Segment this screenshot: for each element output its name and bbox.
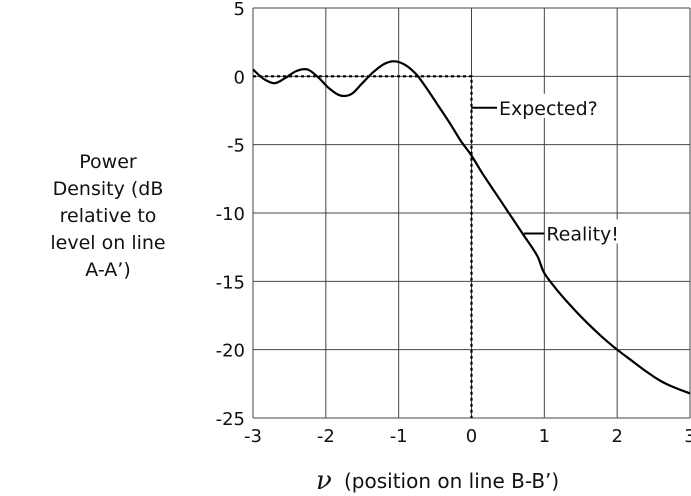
- y-axis-label-line-2: relative to: [60, 205, 157, 227]
- y-axis-label-line-4: A-A’): [85, 259, 130, 281]
- y-tick-label-1: 0: [234, 67, 245, 88]
- series-lines: [252, 60, 691, 418]
- y-axis-label: Power Density (dB relative to level on line…: [50, 151, 165, 281]
- y-tick-label-3: -10: [216, 204, 245, 225]
- x-tick-label-5: 2: [611, 426, 622, 447]
- y-tick-label-5: -20: [216, 341, 245, 362]
- annotations: Expected? Reality!: [471, 93, 642, 246]
- y-tick-label-2: -5: [227, 136, 245, 157]
- tick-labels: 50-5-10-15-20-25-3 -2 -1 0 1 2 3: [216, 0, 691, 447]
- annotation-bg-1: [545, 219, 642, 244]
- x-tick-label-1: -2: [317, 426, 335, 447]
- y-axis-label-line-3: level on line: [50, 232, 165, 254]
- annotation-bg-0: [497, 93, 606, 118]
- x-tick-label-4: 1: [539, 426, 550, 447]
- x-axis-symbol: ν: [316, 466, 332, 496]
- x-tick-label-2: -1: [390, 426, 408, 447]
- y-axis-label-line-1: Density (dB: [53, 178, 164, 200]
- x-tick-label-0: -3: [244, 426, 262, 447]
- series-expected-line: [253, 75, 473, 418]
- x-tick-label-6: 3: [684, 426, 691, 447]
- y-tick-label-0: 5: [234, 0, 245, 20]
- x-tick-label-3: 0: [466, 426, 477, 447]
- series-reality-line: [252, 60, 691, 395]
- y-tick-label-6: -25: [216, 409, 245, 430]
- annotation-label-0: Expected?: [499, 98, 598, 120]
- annotation-label-1: Reality!: [546, 224, 619, 246]
- x-axis-title: (position on line B-B’): [344, 469, 559, 493]
- y-axis-label-line-0: Power: [79, 151, 137, 173]
- y-tick-label-4: -15: [216, 272, 245, 293]
- x-axis-label: ν (position on line B-B’): [316, 466, 559, 496]
